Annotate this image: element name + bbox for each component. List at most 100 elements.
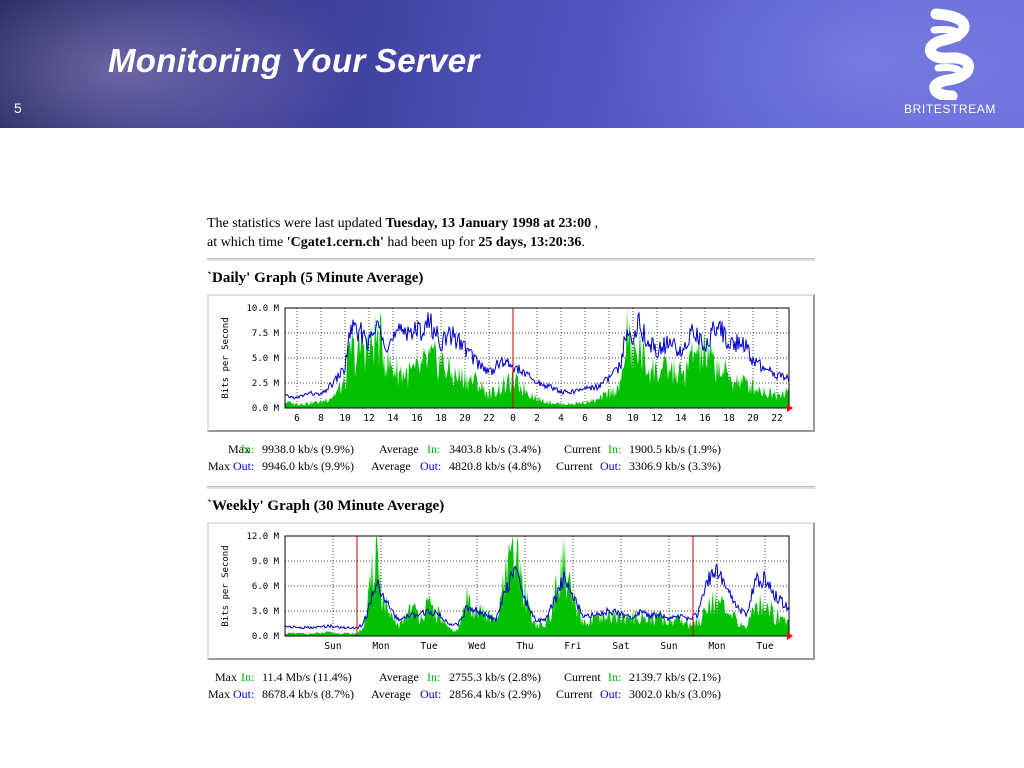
current-label: Current (564, 442, 601, 456)
x-tick-label: 22 (483, 413, 494, 424)
daily-stats-out-row: Max Out: 9946.0 kb/s (9.9%) Average Out:… (207, 459, 811, 476)
x-tick-label: 18 (435, 413, 447, 424)
out-key: Out: (233, 687, 255, 701)
x-tick-label: 16 (411, 413, 423, 424)
plot-frame (284, 535, 790, 637)
daily-max-in: 9938.0 kb/s (9.9%) (262, 442, 354, 456)
y-tick-label: 7.5 M (252, 329, 280, 339)
x-tick-label: 12 (363, 413, 374, 424)
in-key: In: (427, 670, 441, 684)
y-tick-label: 9.0 M (252, 557, 280, 567)
daily-avg-out: 4820.8 kb/s (4.8%) (449, 459, 541, 473)
x-tick-label: 8 (318, 413, 324, 424)
uptime-value: 25 days, 13:20:36 (478, 235, 582, 250)
x-tick-label: Mon (372, 641, 389, 652)
y-tick-label: 5.0 M (252, 354, 280, 364)
x-tick-label: 2 (534, 413, 540, 424)
x-tick-label: Tue (756, 641, 773, 652)
updated-suffix: , (591, 216, 599, 231)
out-key: Out: (420, 687, 442, 701)
daily-max-out: 9946.0 kb/s (9.9%) (262, 459, 354, 473)
x-tick-label: 16 (699, 413, 711, 424)
slide-title: Monitoring Your Server (108, 42, 480, 79)
x-tick-label: Sun (660, 641, 677, 652)
y-tick-label: 12.0 M (246, 532, 279, 542)
average-label: Average (371, 459, 411, 473)
logo-text: BRITESTREAM (904, 102, 996, 116)
x-tick-label: 18 (723, 413, 735, 424)
x-tick-label: 14 (387, 413, 399, 424)
series-in-area (285, 308, 789, 408)
daily-stats-in-row: Max In: 9938.0 kb/s (9.9%) Average In: 3… (207, 442, 811, 459)
x-tick-label: 4 (558, 413, 564, 424)
x-tick-label: Fri (564, 641, 581, 652)
series-out-line (285, 311, 790, 400)
uptime-mid: had been up for (383, 235, 479, 250)
out-key: Out: (600, 687, 622, 701)
daily-cur-in: 1900.5 kb/s (1.9%) (629, 442, 721, 456)
weekly-max-out: 8678.4 kb/s (8.7%) (262, 687, 354, 701)
daily-cur-out: 3306.9 kb/s (3.3%) (629, 459, 721, 473)
y-tick-label: 0.0 M (252, 404, 280, 414)
helix-logo-icon (925, 8, 974, 100)
average-label: Average (371, 687, 411, 701)
y-axis-title: Bits per Second (221, 317, 231, 398)
x-tick-label: 0 (510, 413, 516, 424)
average-label: Average (379, 670, 419, 684)
x-tick-label: Thu (516, 641, 533, 652)
in-key: In: (427, 442, 441, 456)
daily-avg-in: 3403.8 kb/s (3.4%) (449, 442, 541, 456)
x-tick-label: Wed (468, 641, 485, 652)
weekly-chart-svg: 0.0 M 3.0 M 6.0 M 9.0 M 12.0 M Sun Mon Tue Wed Th… (221, 532, 793, 652)
max-label: Max (228, 442, 250, 456)
in-key: In: (608, 670, 622, 684)
average-label: Average (379, 442, 419, 456)
out-key: Out: (233, 459, 255, 473)
x-tick-label: 6 (582, 413, 588, 424)
weekly-avg-in: 2755.3 kb/s (2.8%) (449, 670, 541, 684)
weekly-avg-out: 2856.4 kb/s (2.9%) (449, 687, 541, 701)
x-tick-label: 6 (294, 413, 300, 424)
daily-graph-title: `Daily' Graph (5 Minute Average) (207, 270, 424, 286)
y-tick-label: 0.0 M (252, 632, 280, 642)
weekly-max-in: 11.4 Mb/s (11.4%) (262, 670, 352, 684)
y-tick-label: 6.0 M (252, 582, 280, 592)
uptime-suffix: . (581, 235, 585, 250)
y-tick-label: 2.5 M (252, 379, 280, 389)
x-tick-label: Sun (324, 641, 341, 652)
uptime-prefix: at which time (207, 235, 287, 250)
x-tick-label: Mon (708, 641, 725, 652)
in-key: In: (608, 442, 622, 456)
current-label: Current (556, 459, 593, 473)
x-tick-label: 14 (675, 413, 687, 424)
x-tick-label: 20 (747, 413, 759, 424)
weekly-cur-in: 2139.7 kb/s (2.1%) (629, 670, 721, 684)
x-tick-label: Sat (612, 641, 629, 652)
mrtg-report: The statistics were last updated Tuesday… (207, 214, 815, 708)
updated-date: Tuesday, 13 January 1998 at 23:00 (385, 216, 592, 231)
plot-frame (284, 307, 790, 409)
x-tick-label: 12 (651, 413, 662, 424)
x-tick-label: Tue (420, 641, 437, 652)
in-key: In: (241, 670, 255, 684)
divider (207, 258, 815, 261)
divider (207, 486, 815, 489)
max-label: Max (208, 687, 230, 701)
x-tick-label: 8 (606, 413, 612, 424)
x-tick-label: 10 (339, 413, 351, 424)
britestream-logo: BRITESTREAM (892, 8, 1008, 118)
weekly-stats-in-row: Max In: 11.4 Mb/s (11.4%) Average In: 27… (207, 670, 811, 687)
slide-number: 5 (14, 100, 22, 116)
header-glow (0, 0, 380, 128)
weekly-stats: Max In: 11.4 Mb/s (11.4%) Average In: 27… (207, 670, 811, 708)
in-key: In: (241, 442, 255, 456)
x-tick-label: 22 (771, 413, 782, 424)
series-out-line (284, 563, 790, 630)
x-tick-label: 10 (627, 413, 639, 424)
last-updated-text: The statistics were last updated Tuesday… (207, 214, 815, 252)
y-axis-title: Bits per Second (221, 545, 231, 626)
updated-prefix: The statistics were last updated (207, 216, 386, 231)
y-tick-label: 10.0 M (246, 304, 279, 314)
daily-chart-svg: 0.0 M2.5 M5.0 M7.5 M10.0 M6 8 10 12 14 16 18 20… (221, 304, 793, 424)
host-name: 'Cgate1.cern.ch' (286, 235, 384, 250)
